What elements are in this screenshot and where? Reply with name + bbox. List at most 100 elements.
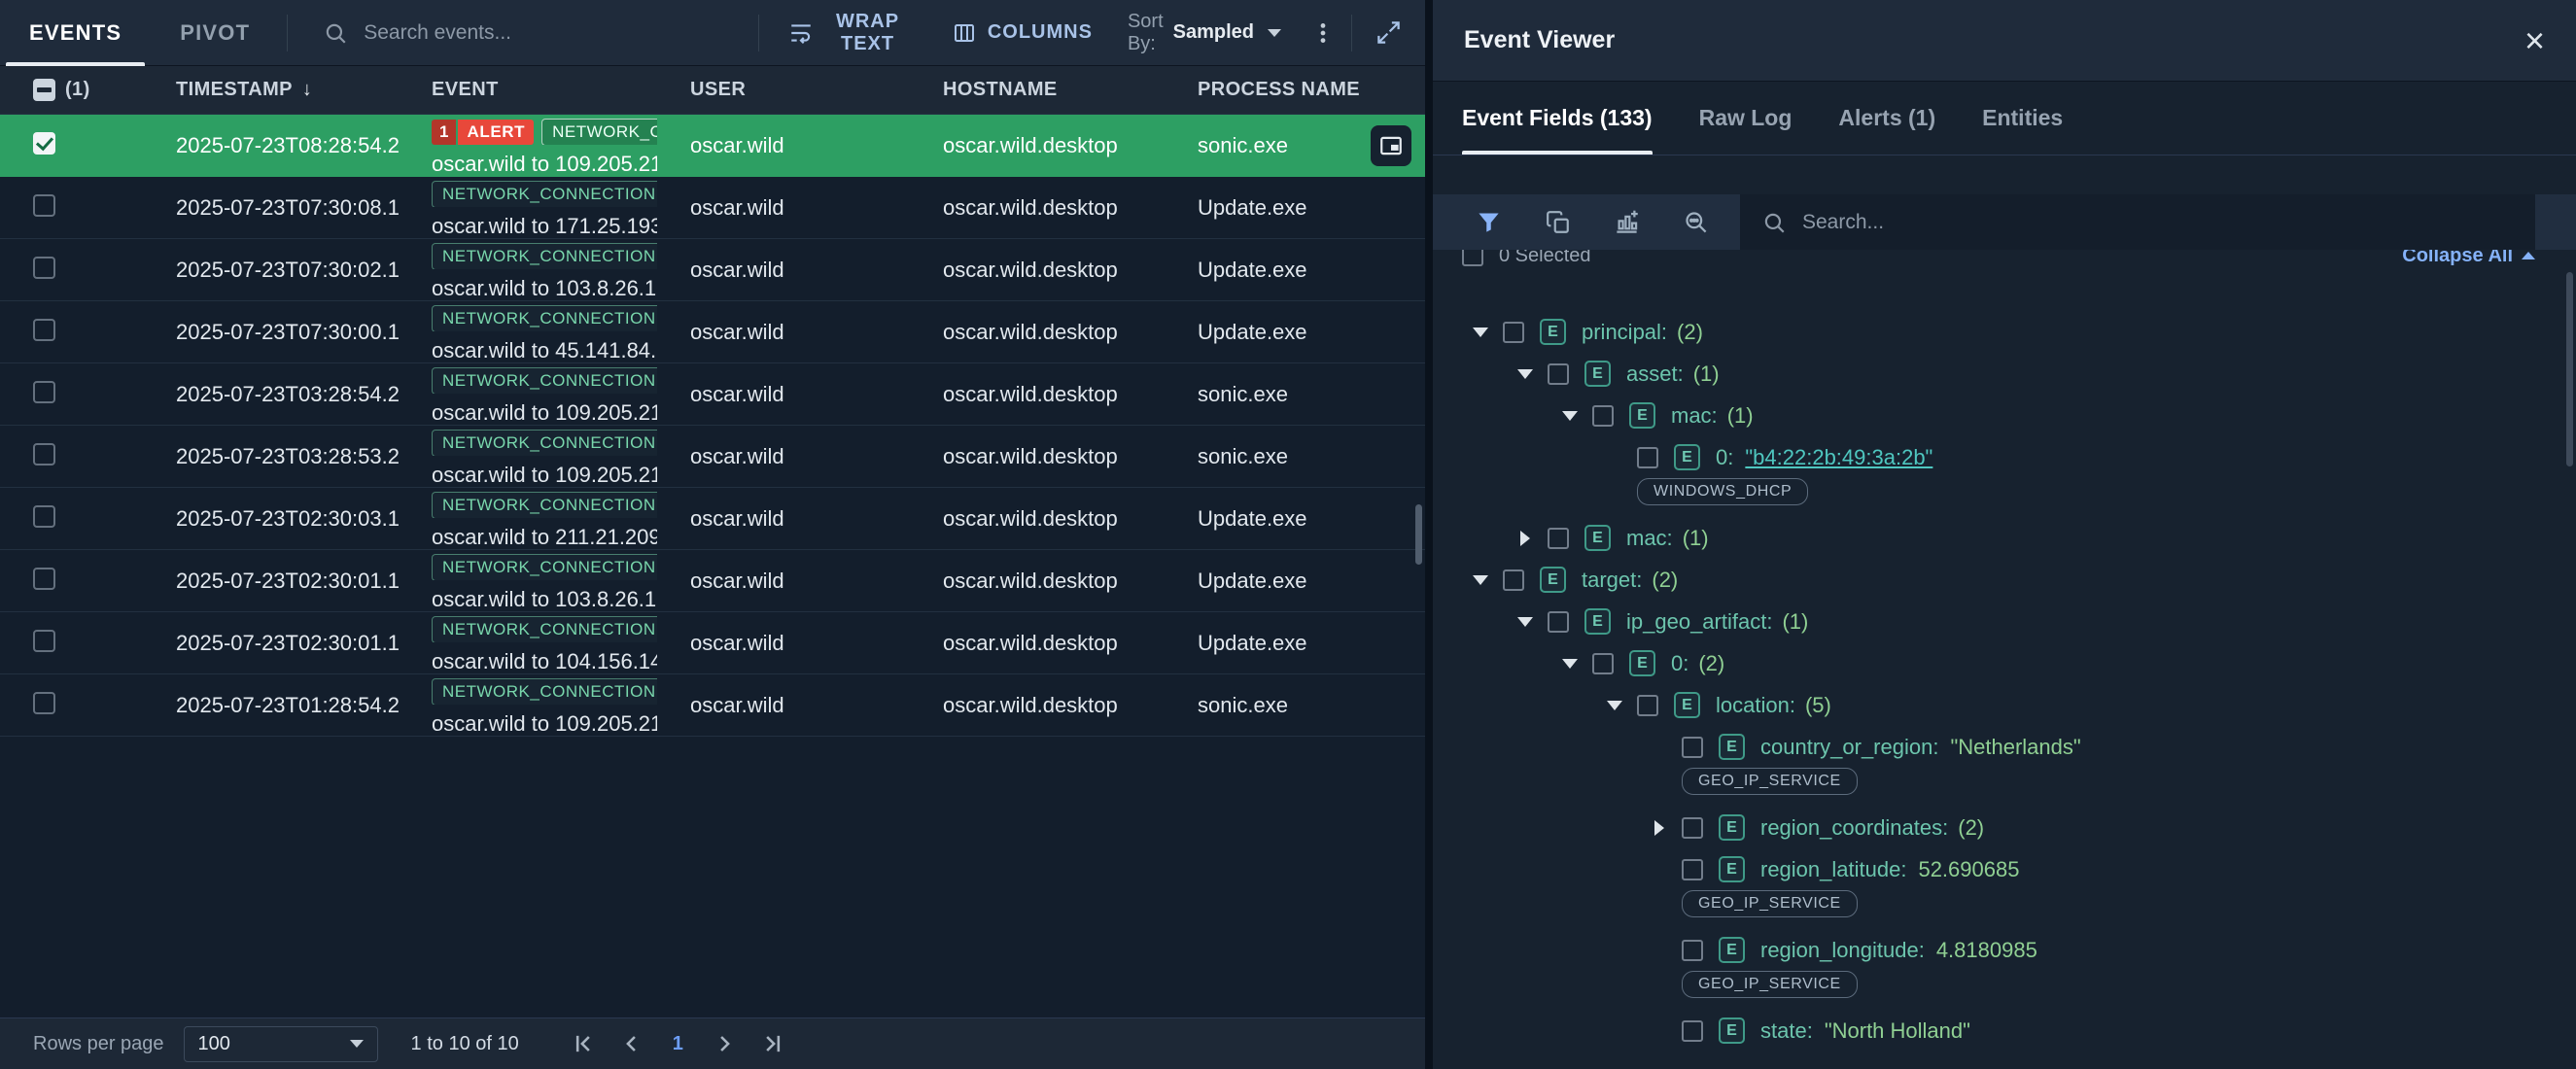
row-checkbox[interactable] <box>33 131 55 155</box>
tree-field-row[interactable]: E 0: "b4:22:2b:49:3a:2b" <box>1433 436 2576 478</box>
tree-checkbox[interactable] <box>1682 939 1703 961</box>
tree-checkbox[interactable] <box>1548 527 1569 549</box>
table-row[interactable]: 2025-07-23T02:30:01.137 NETWORK_CONNECTI… <box>0 550 1425 612</box>
copy-icon[interactable] <box>1523 194 1592 250</box>
tree-checkbox[interactable] <box>1682 1019 1703 1042</box>
chart-add-icon[interactable] <box>1592 194 1661 250</box>
event-viewer-header: Event Viewer × <box>1433 0 2576 82</box>
fullscreen-button[interactable] <box>1360 19 1425 46</box>
table-row[interactable]: 2025-07-23T02:30:01.117 NETWORK_CONNECTI… <box>0 612 1425 674</box>
fields-search-input[interactable] <box>1802 210 2514 234</box>
row-checkbox[interactable] <box>33 380 55 403</box>
row-checkbox[interactable] <box>33 318 55 341</box>
next-page-button[interactable] <box>703 1022 746 1065</box>
field-value: (2) <box>1958 814 1985 840</box>
tree-field-row[interactable]: E asset: (1) <box>1433 353 2576 395</box>
scrollbar-thumb[interactable] <box>2566 272 2573 466</box>
tab-entities[interactable]: Entities <box>1982 105 2064 130</box>
tree-field-row[interactable]: E mac: (1) <box>1433 517 2576 559</box>
tree-field-row[interactable]: E principal: (2) <box>1433 311 2576 353</box>
sort-by-select[interactable]: Sort By: Sampled <box>1128 11 1281 55</box>
last-page-button[interactable] <box>751 1022 794 1065</box>
col-header-process-name[interactable]: PROCESS NAME <box>1198 79 1361 100</box>
tab-event-fields[interactable]: Event Fields (133) <box>1462 82 1653 155</box>
table-row[interactable]: 2025-07-23T03:28:54.232 NETWORK_CONNECTI… <box>0 363 1425 426</box>
col-header-user[interactable]: USER <box>690 79 747 100</box>
table-row[interactable]: 2025-07-23T03:28:53.232 NETWORK_CONNECTI… <box>0 426 1425 488</box>
tree-checkbox[interactable] <box>1637 446 1658 468</box>
chevron-icon[interactable] <box>1458 328 1503 337</box>
wrap-text-button[interactable]: WRAP TEXT <box>767 11 931 55</box>
col-header-hostname[interactable]: HOSTNAME <box>943 79 1058 100</box>
select-all-checkbox[interactable] <box>33 79 55 101</box>
tree-checkbox[interactable] <box>1548 362 1569 385</box>
tree-field-row[interactable]: E location: (5) <box>1433 684 2576 726</box>
tree-field-row[interactable]: E region_latitude: 52.690685 <box>1433 848 2576 890</box>
tree-checkbox[interactable] <box>1592 652 1614 674</box>
table-row[interactable]: 2025-07-23T07:30:00.126 NETWORK_CONNECTI… <box>0 301 1425 363</box>
chevron-icon[interactable] <box>1503 369 1548 379</box>
tab-pivot[interactable]: PIVOT <box>180 19 251 45</box>
tree-field-row[interactable]: E region_coordinates: (2) <box>1433 807 2576 848</box>
table-row[interactable]: 2025-07-23T02:30:03.126 NETWORK_CONNECTI… <box>0 488 1425 550</box>
select-all-fields-checkbox[interactable] <box>1462 250 1483 266</box>
row-checkbox[interactable] <box>33 256 55 279</box>
event-description: oscar.wild to 109.205.214… <box>432 152 657 177</box>
table-row[interactable]: 2025-07-23T07:30:02.137 NETWORK_CONNECTI… <box>0 239 1425 301</box>
search-events-input[interactable] <box>364 20 724 45</box>
first-page-button[interactable] <box>562 1022 605 1065</box>
tree-checkbox[interactable] <box>1682 736 1703 758</box>
table-row[interactable]: 2025-07-23T01:28:54.232 NETWORK_CONNECTI… <box>0 674 1425 737</box>
chevron-icon[interactable] <box>1458 575 1503 585</box>
row-checkbox[interactable] <box>33 504 55 528</box>
chevron-icon[interactable] <box>1548 659 1592 669</box>
event-cell: NETWORK_CONNECTION oscar.wild to 109.205… <box>399 363 657 426</box>
tree-field-row[interactable]: E target: (2) <box>1433 559 2576 601</box>
tree-checkbox[interactable] <box>1503 569 1524 591</box>
table-row[interactable]: 2025-07-23T08:28:54.232 1 ALERT NETWORK_… <box>0 115 1425 177</box>
collapse-all-link[interactable]: Collapse All <box>2402 250 2535 267</box>
chevron-icon[interactable] <box>1592 701 1637 710</box>
tab-alerts[interactable]: Alerts (1) <box>1838 105 1936 130</box>
row-checkbox[interactable] <box>33 629 55 652</box>
udm-search-icon[interactable] <box>1661 194 1730 250</box>
row-checkbox[interactable] <box>33 193 55 217</box>
more-options-button[interactable] <box>1295 20 1351 46</box>
panel-divider[interactable] <box>1425 0 1433 1069</box>
tab-raw-log[interactable]: Raw Log <box>1698 105 1793 130</box>
tree-field-row[interactable]: E ip_geo_artifact: (1) <box>1433 601 2576 642</box>
search-icon <box>323 20 348 46</box>
row-checkbox[interactable] <box>33 567 55 590</box>
chevron-icon[interactable] <box>1548 411 1592 421</box>
page-number[interactable]: 1 <box>672 1032 683 1054</box>
tree-field-row[interactable]: E country_or_region: "Netherlands" <box>1433 726 2576 768</box>
chevron-icon[interactable] <box>1503 531 1548 546</box>
row-checkbox[interactable] <box>33 691 55 714</box>
entity-e-icon: E <box>1584 525 1611 551</box>
open-event-icon[interactable] <box>1371 125 1411 166</box>
event-type-badge: NETWORK_CONNECTION <box>432 305 657 332</box>
col-header-timestamp[interactable]: TIMESTAMP ↓ <box>176 79 313 100</box>
tree-checkbox[interactable] <box>1503 321 1524 343</box>
tree-field-row[interactable]: E mac: (1) <box>1433 395 2576 436</box>
tree-checkbox[interactable] <box>1682 858 1703 880</box>
chevron-icon[interactable] <box>1637 820 1682 836</box>
tree-checkbox[interactable] <box>1548 610 1569 633</box>
col-header-event[interactable]: EVENT <box>432 79 499 100</box>
columns-button[interactable]: COLUMNS <box>931 21 1114 45</box>
tree-checkbox[interactable] <box>1592 404 1614 427</box>
table-row[interactable]: 2025-07-23T07:30:08.126 NETWORK_CONNECTI… <box>0 177 1425 239</box>
tree-field-row[interactable]: E region_longitude: 4.8180985 <box>1433 929 2576 971</box>
tree-checkbox[interactable] <box>1682 816 1703 839</box>
row-checkbox[interactable] <box>33 442 55 466</box>
filter-icon[interactable] <box>1454 194 1523 250</box>
previous-page-button[interactable] <box>610 1022 653 1065</box>
tab-events[interactable]: EVENTS <box>0 0 151 66</box>
scrollbar-thumb[interactable] <box>1415 504 1422 565</box>
tree-field-row[interactable]: E 0: (2) <box>1433 642 2576 684</box>
rows-per-page-select[interactable]: 100 <box>183 1025 378 1062</box>
tree-checkbox[interactable] <box>1637 694 1658 716</box>
close-icon[interactable]: × <box>2524 19 2545 60</box>
tree-field-row[interactable]: E state: "North Holland" <box>1433 1010 2576 1052</box>
chevron-icon[interactable] <box>1503 617 1548 627</box>
